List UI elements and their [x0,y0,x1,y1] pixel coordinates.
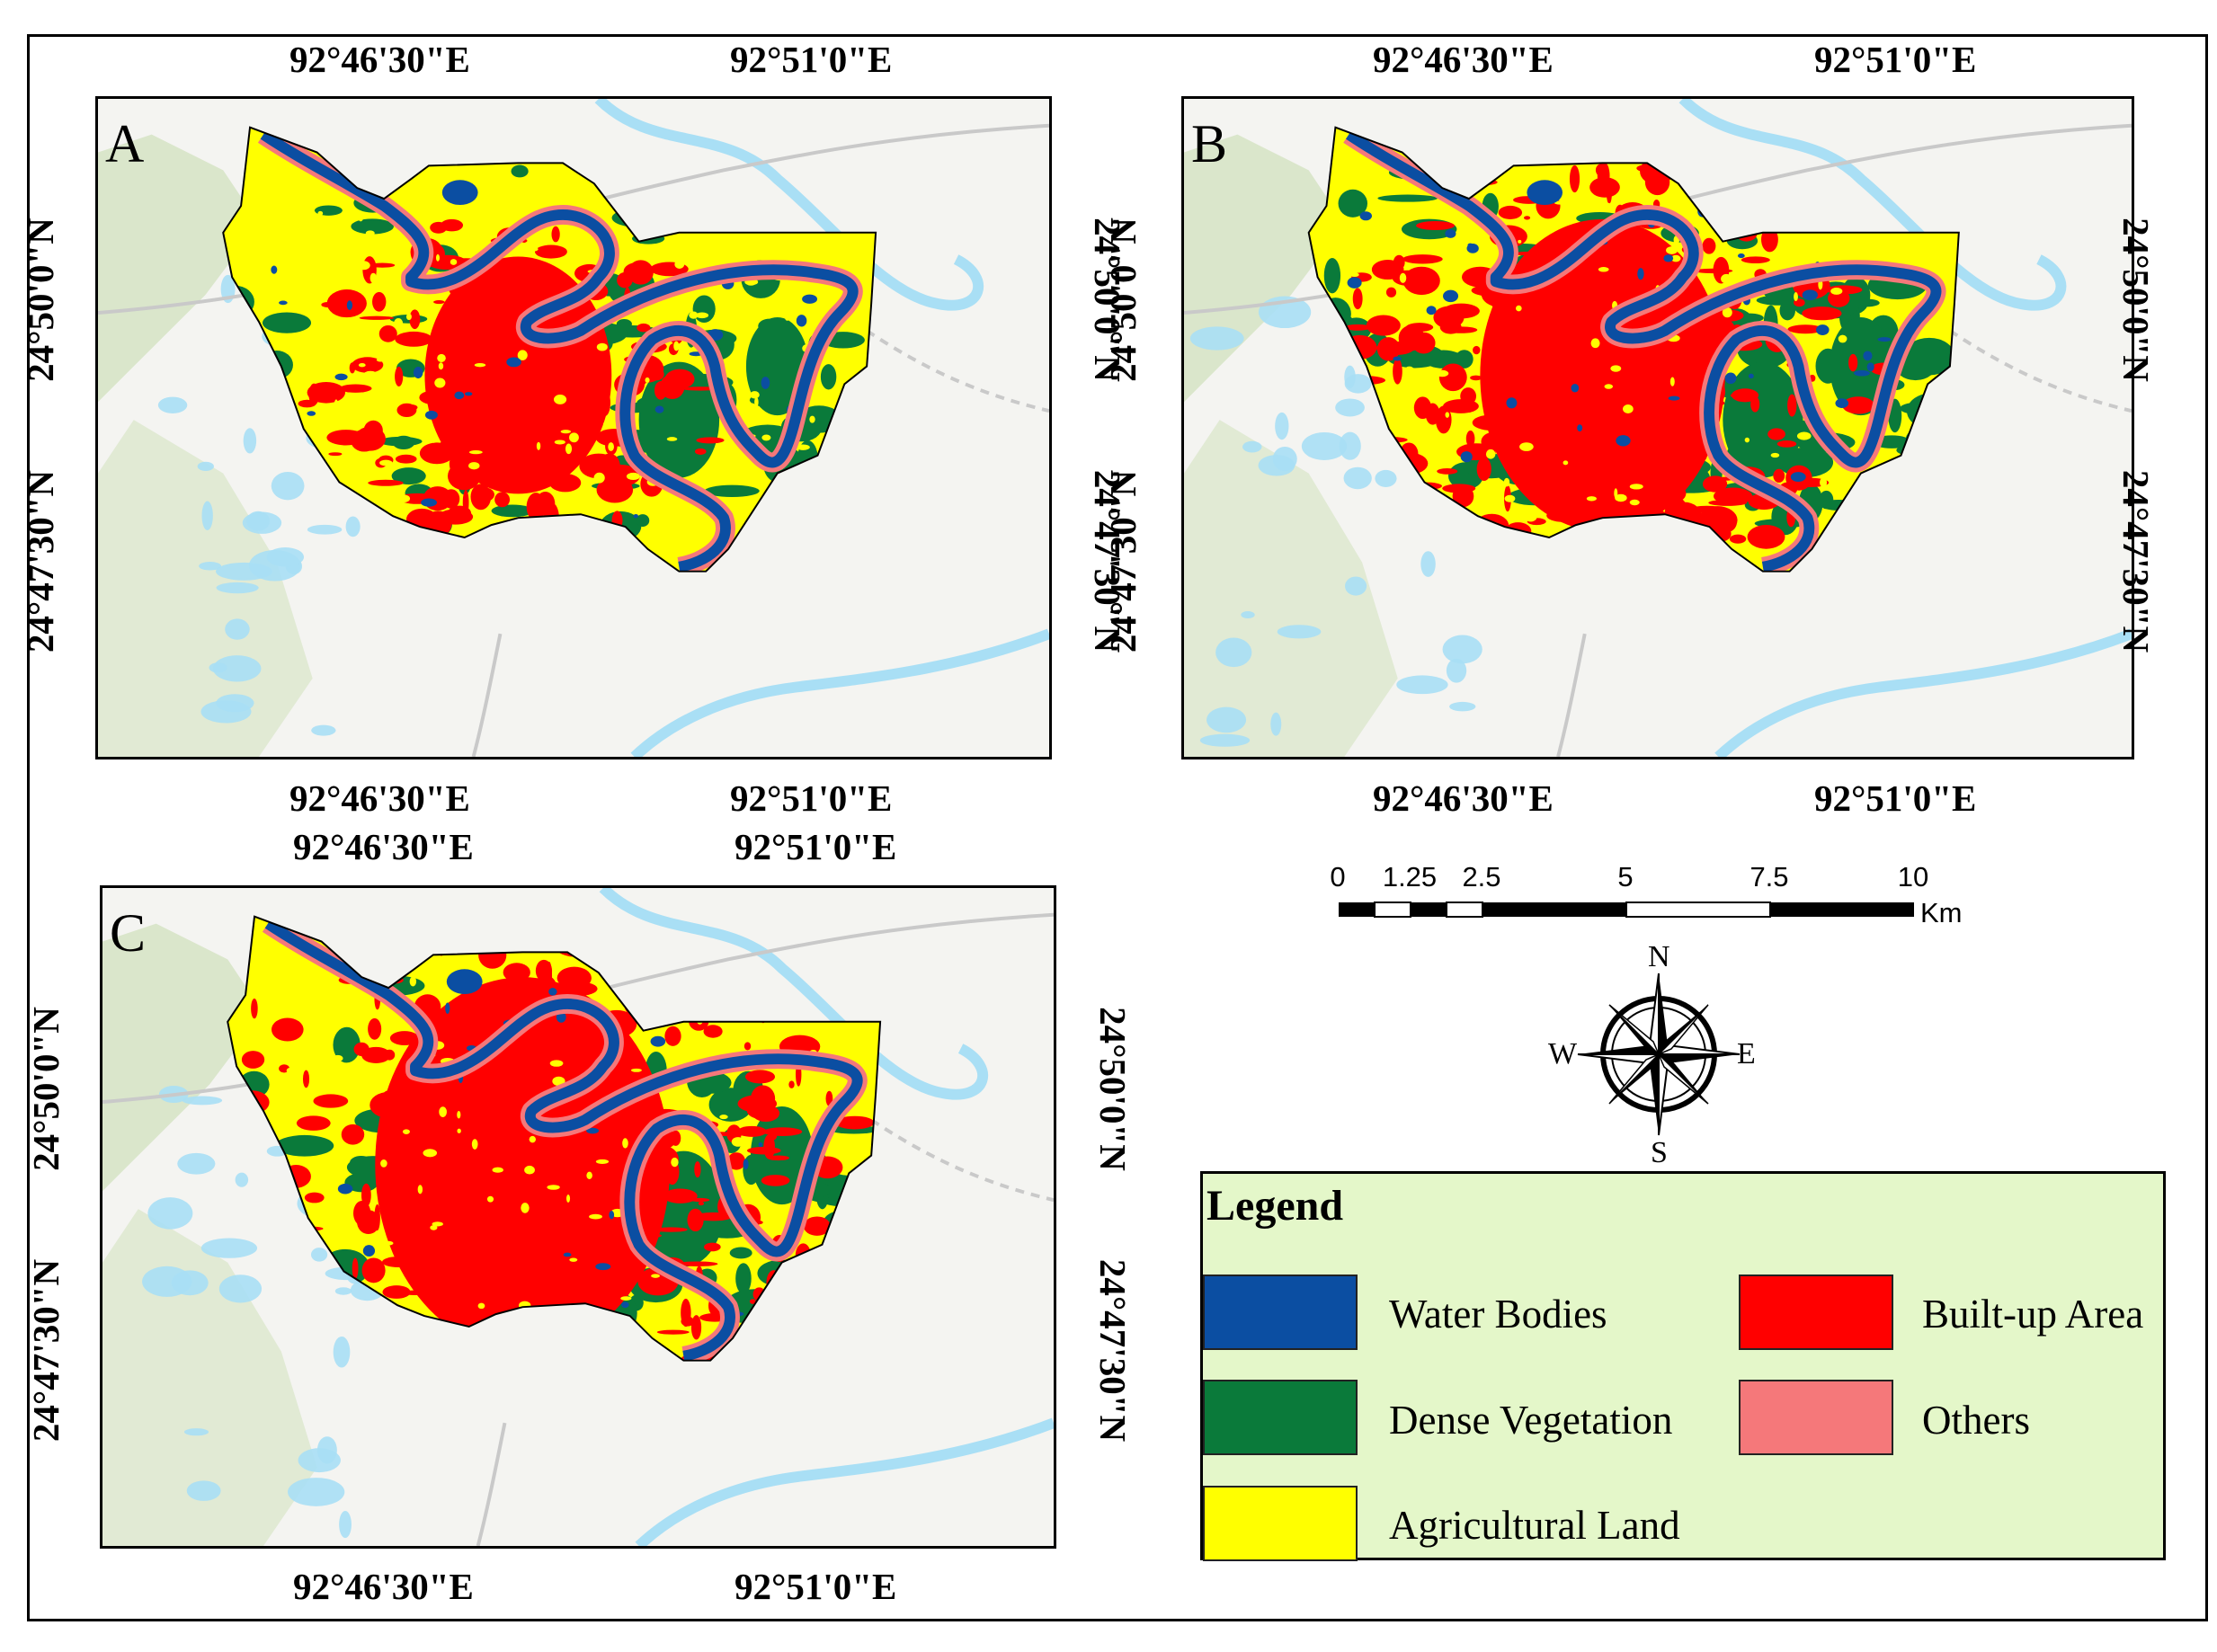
map-panel-a: A [95,96,1052,759]
scale-label-10: 10 [1897,861,1929,893]
compass-w: W [1548,1037,1578,1070]
panel-a-lat-label-left-1: 24°50'0"N [19,218,61,382]
compass-s: S [1651,1136,1668,1169]
panel-c-lon-label-top-2: 92°51'0"E [735,826,897,867]
panel-letter-b: B [1191,114,1228,173]
legend-label-water-bodies: Water Bodies [1389,1292,1607,1337]
legend-label-others: Others [1922,1398,2030,1443]
panel-a-lon-label-bottom-1: 92°46'30"E [289,777,470,819]
map-panel-b: B [1181,96,2134,759]
legend: Legend Water Bodies Built-up Area Dense … [1200,1171,2166,1561]
legend-label-dense-vegetation: Dense Vegetation [1389,1398,1673,1443]
panel-b-lat-label-right-1: 24°50'0"N [2115,218,2157,382]
scale-bar: 0 1.25 2.5 5 7.5 10 Km [1330,861,1962,928]
figure-frame [27,34,2208,1621]
legend-swatch-water-bodies [1203,1275,1358,1350]
north-arrow: N S E W [1537,940,1780,1169]
panel-c-lat-label-right-1: 24°50'0"N [1091,1007,1134,1171]
panel-c-lon-label-top-1: 92°46'30"E [293,826,474,867]
compass-n: N [1648,940,1670,973]
panel-b-lat-label-left-1: 24°50'0"N [1101,218,1144,382]
panel-c-lon-label-bottom-1: 92°46'30"E [293,1566,474,1607]
legend-swatch-built-up-area [1739,1275,1893,1350]
compass-rose-icon [1577,973,1741,1136]
panel-a-lon-label-top-2: 92°51'0"E [730,39,893,80]
legend-title: Legend [1206,1182,1344,1230]
panel-b-lon-label-bottom-2: 92°51'0"E [1814,777,1977,819]
scale-label-5: 5 [1617,861,1634,893]
compass-e: E [1737,1037,1756,1070]
panel-letter-a: A [105,114,145,173]
panel-c-lon-label-bottom-2: 92°51'0"E [735,1566,897,1607]
map-panel-c: C [100,885,1056,1549]
scale-label-2-5: 2.5 [1462,861,1501,893]
scale-units: Km [1920,897,1963,928]
legend-label-built-up-area: Built-up Area [1922,1292,2144,1337]
scale-label-1-25: 1.25 [1382,861,1438,893]
scale-label-0: 0 [1330,861,1346,893]
panel-a-lon-label-top-1: 92°46'30"E [289,39,470,80]
lulc-map-c [102,888,1054,1546]
panel-b-lat-label-right-2: 24°47'30"N [2115,469,2158,653]
panel-c-lat-label-right-2: 24°47'30"N [1092,1258,1135,1443]
panel-b-lat-label-left-2: 24°47'30"N [1102,469,1144,653]
legend-swatch-dense-vegetation [1203,1380,1358,1455]
panel-letter-c: C [110,903,147,963]
panel-b-lon-label-bottom-1: 92°46'30"E [1373,777,1554,819]
panel-b-lon-label-top-1: 92°46'30"E [1373,39,1554,80]
lulc-map-b [1184,99,2132,757]
scale-label-7-5: 7.5 [1750,861,1789,893]
legend-swatch-agricultural-land [1203,1486,1358,1561]
panel-c-lat-label-left-2: 24°47'30"N [25,1258,67,1443]
legend-swatch-others [1739,1380,1893,1455]
legend-label-agricultural-land: Agricultural Land [1389,1503,1680,1548]
scale-bar-segments [1339,901,1914,918]
panel-b-lon-label-top-2: 92°51'0"E [1814,39,1977,80]
panel-a-lat-label-left-2: 24°47'30"N [20,469,62,653]
panel-a-lon-label-bottom-2: 92°51'0"E [730,777,893,819]
lulc-map-a [98,99,1049,757]
panel-c-lat-label-left-1: 24°50'0"N [24,1007,67,1171]
